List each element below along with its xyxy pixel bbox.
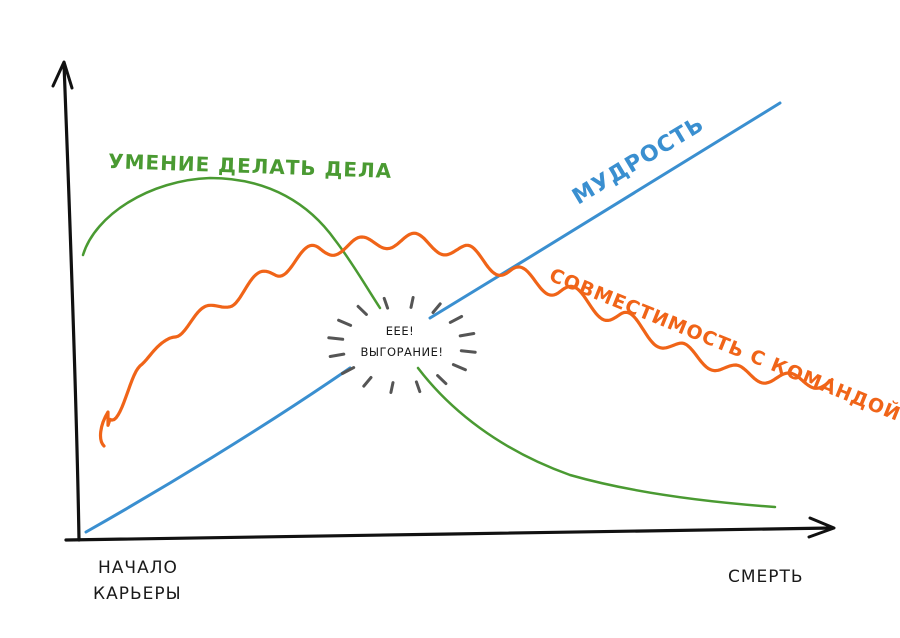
burst-ray <box>451 363 467 372</box>
burst-line2: ВЫГОРАНИЕ! <box>360 345 443 359</box>
burst-ray <box>458 332 476 338</box>
axes <box>51 60 836 542</box>
axis-start-line2: КАРЬЕРЫ <box>93 584 182 604</box>
burst-ray <box>436 374 448 386</box>
y-axis <box>62 62 81 542</box>
burnout-burst <box>327 296 477 394</box>
burst-ray <box>409 296 415 309</box>
axis-end: СМЕРТЬ <box>728 567 804 587</box>
wisdom-line-upper <box>428 101 782 320</box>
burst-ray <box>431 302 442 314</box>
wisdom-curve <box>84 101 782 534</box>
compat-label: СОВМЕСТИМОСТЬ С КОМАНДОЙ <box>546 263 900 426</box>
burst-ray <box>362 376 373 388</box>
y-axis-arrowhead <box>51 60 74 90</box>
burst-ray <box>414 380 422 394</box>
burst-line1: ЕЕЕ! <box>386 324 414 338</box>
burst-ray <box>327 336 345 341</box>
wisdom-line-lower <box>84 366 352 534</box>
compat-line <box>98 231 834 448</box>
burst-ray <box>356 304 368 316</box>
x-axis <box>64 526 834 542</box>
burst-ray <box>340 366 356 375</box>
burst-ray <box>337 318 353 327</box>
axis-start-line1: НАЧАЛО <box>98 558 178 578</box>
skill-line-upper <box>81 176 382 310</box>
burst-ray <box>389 381 395 394</box>
burst-ray <box>328 352 346 358</box>
x-axis-arrowhead <box>807 516 836 539</box>
skill-curve <box>81 176 777 509</box>
burst-ray <box>448 315 464 324</box>
skill-line-lower <box>416 366 777 509</box>
skill-label: УМЕНИЕ ДЕЛАТЬ ДЕЛА <box>108 149 393 183</box>
burst-ray <box>459 349 477 354</box>
burst-ray <box>382 296 390 310</box>
